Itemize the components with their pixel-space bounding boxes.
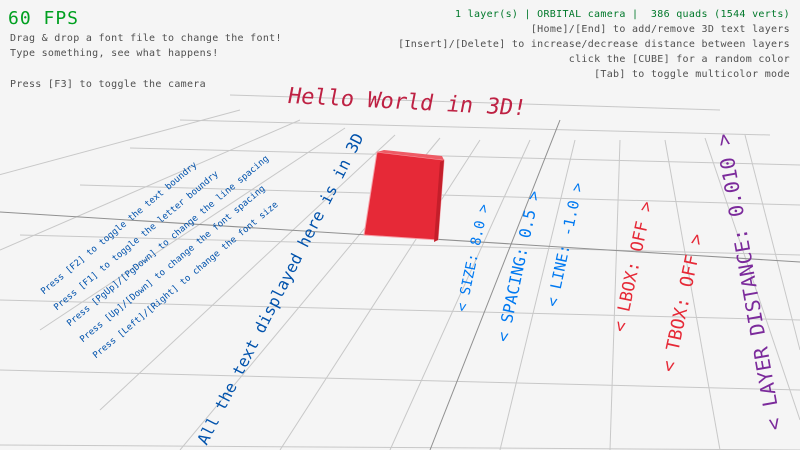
cube-icon — [363, 150, 445, 242]
color-cube[interactable] — [362, 150, 452, 254]
help-line: [Tab] to toggle multicolor mode — [594, 69, 790, 80]
status-line: 1 layer(s) | ORBITAL camera | 386 quads … — [455, 9, 790, 20]
fps-counter: 60 FPS — [8, 8, 80, 29]
help-line: click the [CUBE] for a random color — [568, 54, 790, 65]
help-line: [Home]/[End] to add/remove 3D text layer… — [530, 24, 790, 35]
drag-drop-hint: Drag & drop a font file to change the fo… — [10, 33, 282, 44]
help-line: [Insert]/[Delete] to increase/decrease d… — [398, 39, 790, 50]
type-hint: Type something, see what happens! — [10, 48, 219, 59]
camera-hint: Press [F3] to toggle the camera — [10, 79, 206, 90]
